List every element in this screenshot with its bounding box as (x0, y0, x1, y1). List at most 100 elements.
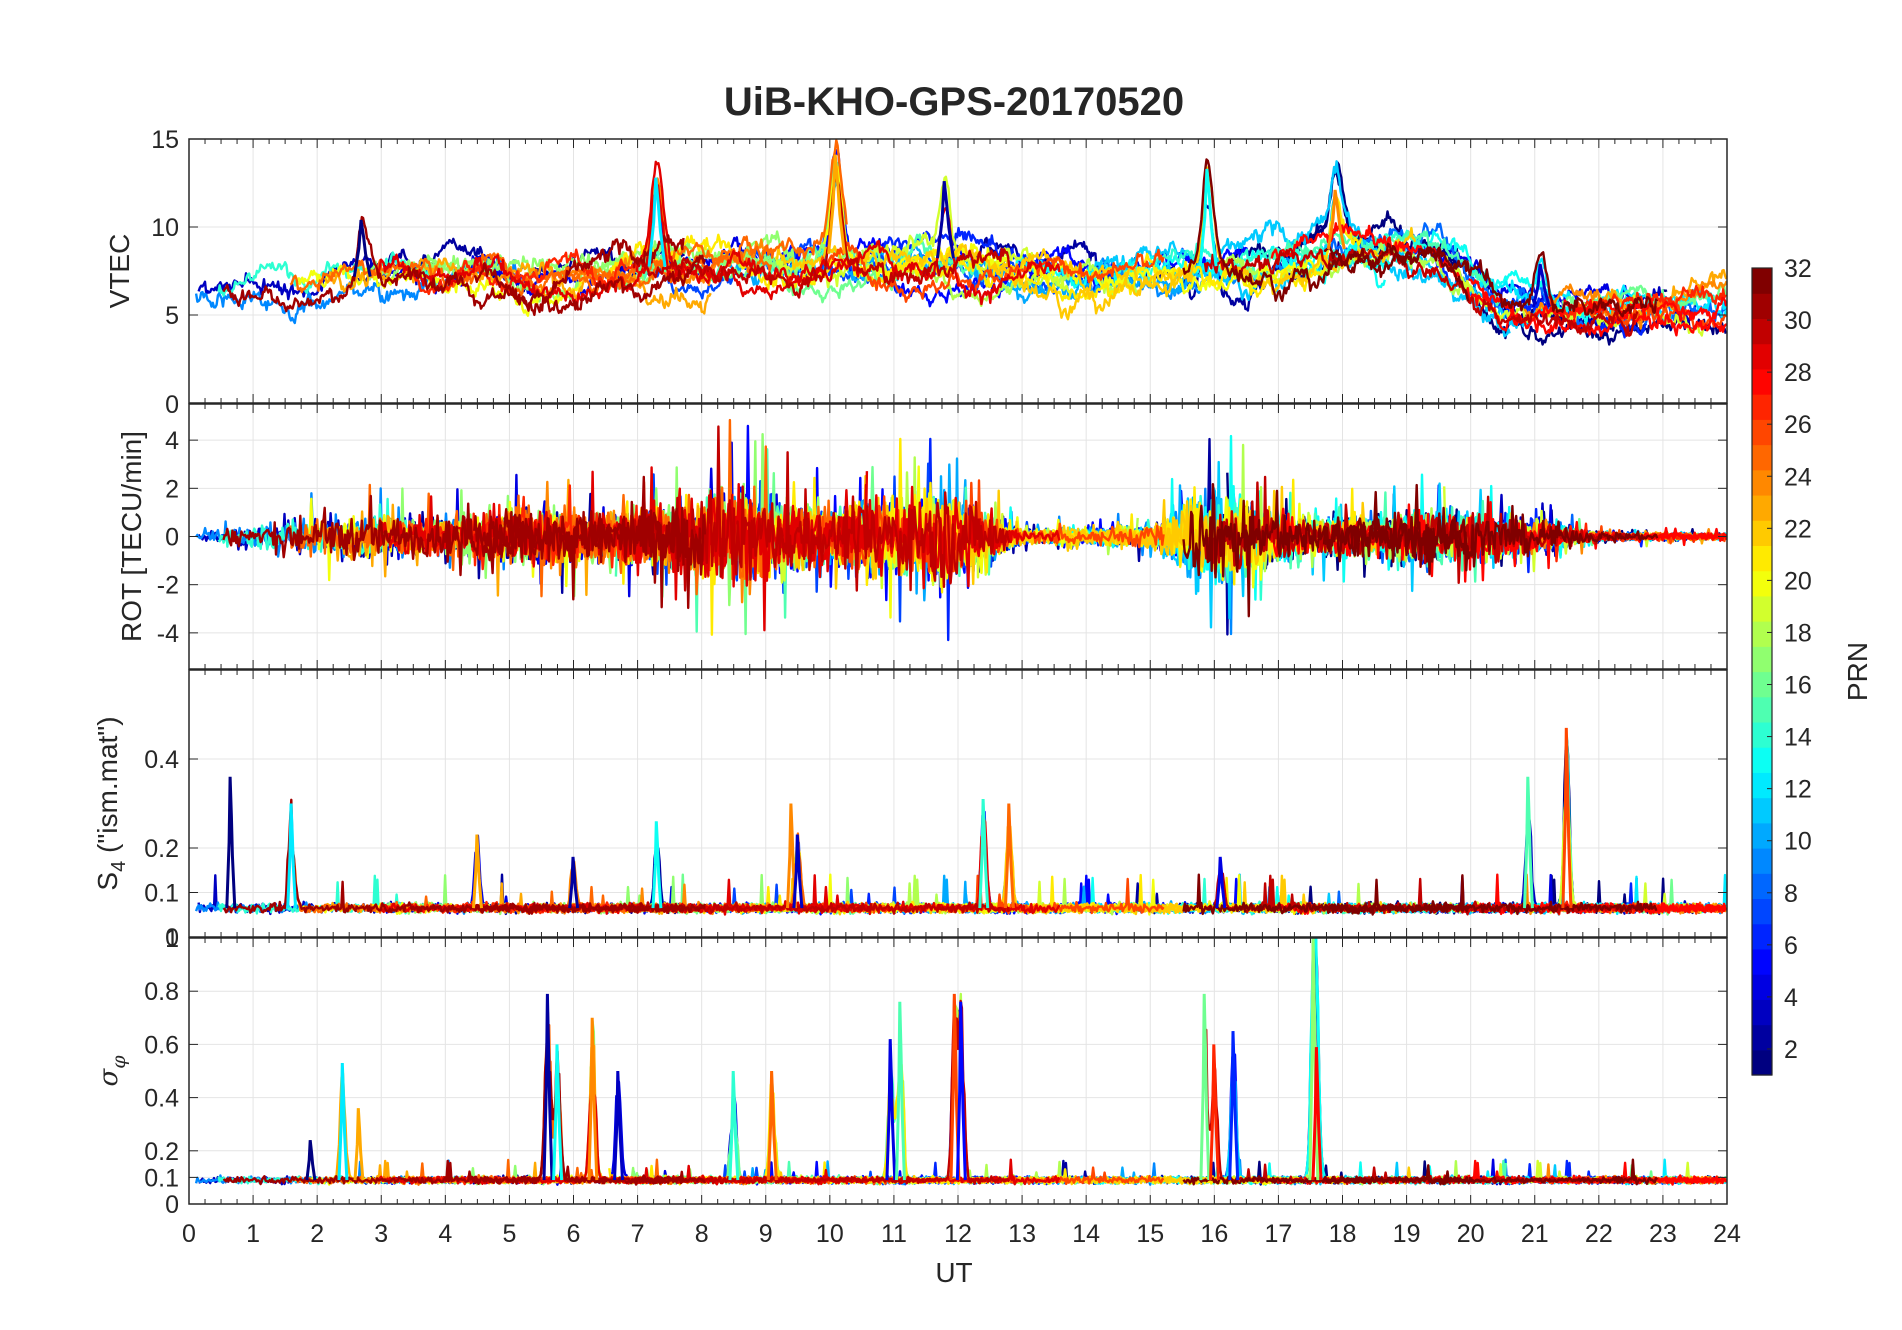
series-line-prn-31 (473, 901, 707, 915)
y-tick-label: 0.1 (144, 1164, 179, 1192)
peak-mark (568, 856, 580, 909)
peak-mark (1523, 776, 1534, 909)
series-line-prn-32 (1182, 873, 1470, 916)
y-tick-label: -2 (157, 572, 179, 600)
series-line-prn-32 (1322, 504, 1659, 572)
peak-mark (225, 776, 237, 909)
x-ticks (188, 404, 1728, 669)
peak-mark (651, 821, 663, 909)
x-tick-label: 5 (502, 1220, 516, 1248)
series-line-prn-31 (473, 254, 707, 317)
panel-2: -4 -2 0 2 4 0 ROT [TECU/min] (116, 391, 1728, 670)
y-tick-label-top: 0 (165, 391, 179, 419)
x-tick-label: 21 (1521, 1220, 1549, 1248)
y-tick-label: 0.2 (144, 835, 179, 863)
series-group (195, 418, 1727, 642)
series-line-prn-28 (1270, 222, 1727, 337)
colorbar-tick-label: 22 (1784, 515, 1812, 543)
grid (189, 938, 1727, 1205)
peak-mark (895, 1001, 906, 1181)
y-axis-label: VTEC (104, 234, 135, 309)
x-tick-label: 7 (631, 1220, 645, 1248)
colorbar-swatch (1752, 419, 1772, 446)
y-tick-label: 0 (165, 524, 179, 552)
colorbar-swatch (1752, 621, 1772, 647)
y-axis-label: S4 ("ism.mat") (92, 716, 130, 890)
colorbar-swatch (1752, 570, 1772, 597)
peak-mark (552, 1044, 564, 1181)
colorbar-tick-label: 24 (1784, 463, 1812, 491)
y-tick-label: -4 (157, 620, 179, 648)
y-tick-label-bottom: 0 (165, 924, 179, 952)
colorbar-swatch (1752, 1049, 1772, 1076)
series-line-prn-32 (1322, 874, 1658, 916)
peak-mark (766, 1070, 778, 1181)
y-tick-label: 2 (165, 475, 179, 503)
y-ticks: 0.1 0.2 0.4 0 (144, 746, 1727, 952)
colorbar-tick-label: 30 (1784, 307, 1812, 335)
x-tick-label: 9 (759, 1220, 773, 1248)
panel-1: 5 10 15 VTEC (104, 126, 1728, 404)
x-tick-label: 4 (438, 1220, 452, 1248)
colorbar-tick-label: 10 (1784, 828, 1812, 856)
colorbar-swatch (1752, 343, 1772, 370)
colorbar-swatch (1752, 696, 1772, 723)
y-tick-label: 5 (165, 302, 179, 330)
x-tick-label: 16 (1200, 1220, 1228, 1248)
series-group (194, 736, 1727, 916)
peak-mark (827, 154, 846, 254)
colorbar-swatch (1752, 923, 1772, 950)
colorbar-swatch (1752, 293, 1772, 320)
x-tick-label: 18 (1329, 1220, 1357, 1248)
peak-mark (542, 993, 554, 1181)
x-tick-label: 15 (1136, 1220, 1164, 1248)
y-tick-label: 15 (151, 126, 179, 154)
peak-mark (1198, 168, 1218, 267)
x-tick-label: 8 (695, 1220, 709, 1248)
peak-mark (955, 1001, 967, 1181)
peak-mark (1561, 727, 1573, 909)
colorbar-tick-label: 20 (1784, 567, 1812, 595)
colorbar-tick-label: 6 (1784, 932, 1798, 960)
colorbar-swatch (1752, 747, 1772, 773)
colorbar-swatch (1752, 545, 1772, 572)
series-group (194, 139, 1727, 346)
x-tick-label: 12 (944, 1220, 972, 1248)
colorbar-swatch (1752, 520, 1772, 547)
peak-mark (1215, 856, 1227, 909)
series-line-prn-31 (222, 215, 685, 313)
x-tick-label: 24 (1713, 1220, 1741, 1248)
x-axis-label: UT (935, 1257, 972, 1288)
x-ticks (188, 670, 1728, 937)
peak-mark (305, 1140, 317, 1181)
y-axis-label: ROT [TECU/min] (116, 431, 147, 642)
y-tick-label: 0.6 (144, 1031, 179, 1059)
x-tick-label: 10 (816, 1220, 844, 1248)
colorbar-swatch (1752, 268, 1772, 294)
y-axis-label: σφ (94, 1055, 130, 1087)
colorbar-swatch (1752, 721, 1772, 748)
x-tick-label: 19 (1393, 1220, 1421, 1248)
series-line-prn-32 (1182, 158, 1470, 303)
peak-mark (728, 1070, 740, 1181)
colorbar-swatch (1752, 772, 1772, 799)
x-tick-label: 0 (182, 1220, 196, 1248)
x-tick-labels: 0 1 2 3 4 5 6 7 8 9 10 11 12 13 14 15 16 17 18 19 20 21 22 23 24 (182, 1220, 1741, 1248)
series-line-prn-32 (1182, 483, 1470, 618)
colorbar-tick-label: 32 (1784, 255, 1812, 283)
x-tick-label: 2 (310, 1220, 324, 1248)
peak-mark (949, 993, 961, 1181)
colorbar-swatch (1752, 948, 1772, 975)
y-tick-label: 10 (151, 214, 179, 242)
peak-mark (613, 1070, 624, 1181)
x-tick-label: 6 (567, 1220, 581, 1248)
y-tick-label-top: 1 (165, 925, 179, 953)
x-tick-label: 14 (1072, 1220, 1100, 1248)
peak-mark (885, 1039, 897, 1181)
peak-mark (1532, 263, 1551, 308)
series-line-prn-32 (1323, 242, 1659, 318)
colorbar-swatch (1752, 898, 1772, 925)
series-group (194, 938, 1727, 1186)
colorbar-swatch (1752, 394, 1772, 420)
